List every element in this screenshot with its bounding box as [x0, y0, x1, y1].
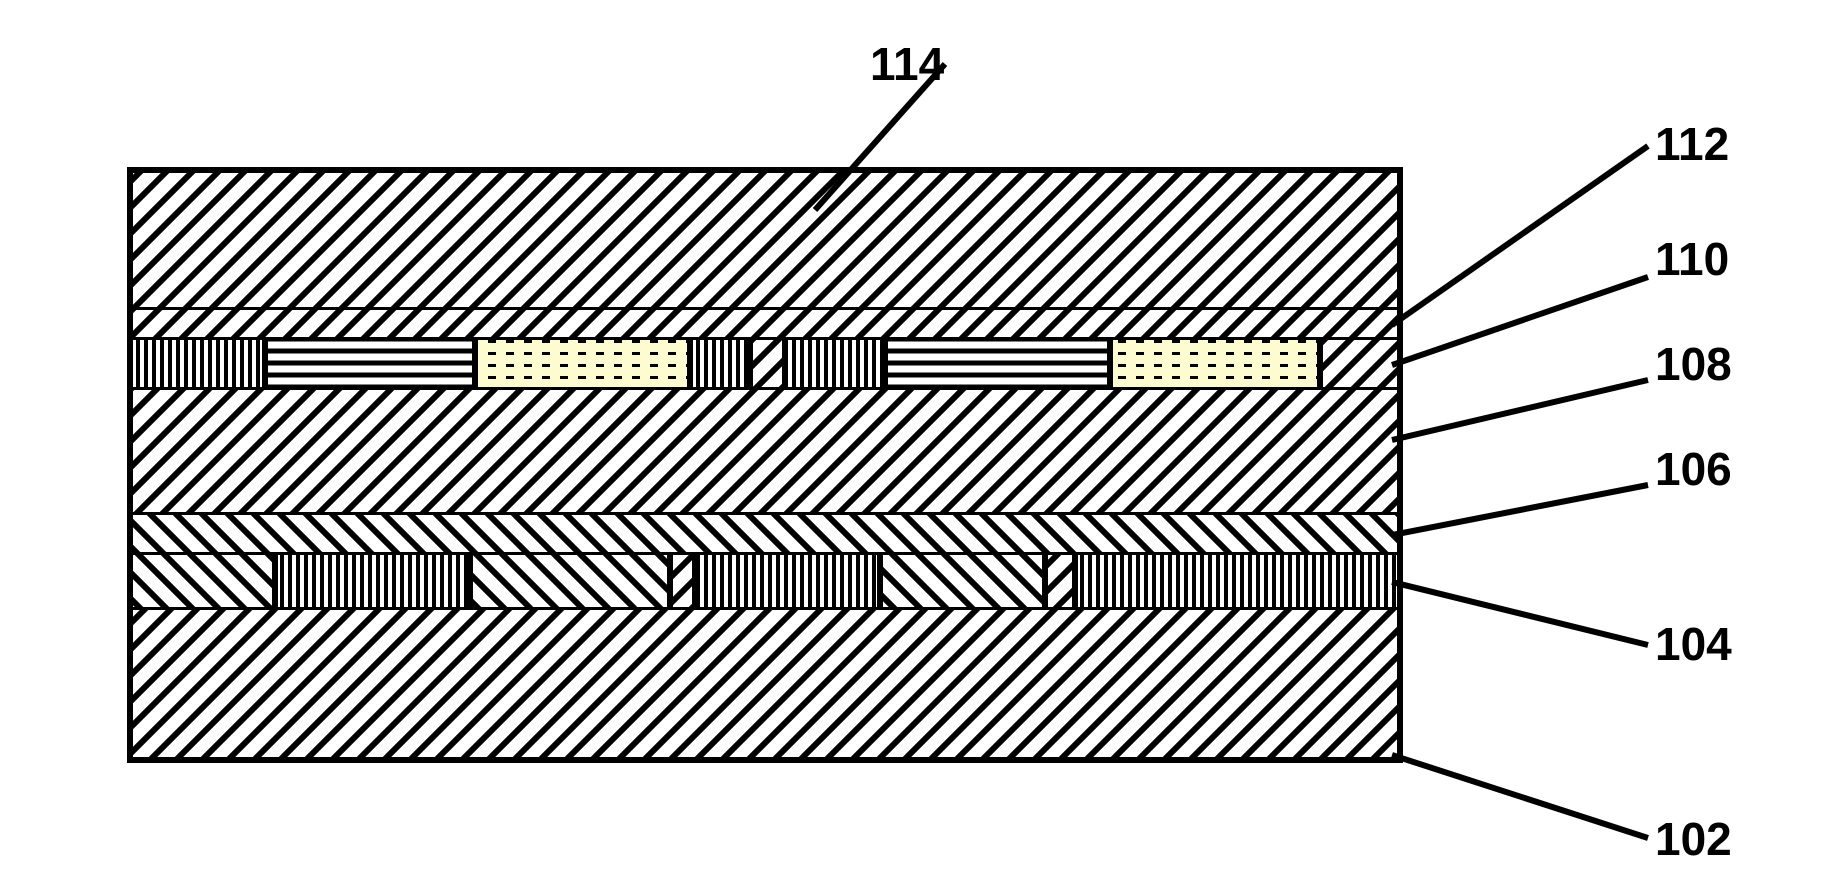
segment-104	[1045, 555, 1075, 610]
segment-104	[695, 555, 880, 610]
segment-104	[130, 555, 275, 610]
layer-106	[130, 515, 1400, 555]
lead-112	[1392, 146, 1648, 325]
segment-104	[670, 555, 695, 610]
segment-110	[1110, 340, 1320, 390]
layer-112	[130, 310, 1400, 340]
segment-104	[275, 555, 470, 610]
segment-110	[885, 340, 1110, 390]
label-108: 108	[1655, 338, 1732, 390]
segment-110	[690, 340, 750, 390]
segment-110	[130, 340, 265, 390]
label-102: 102	[1655, 813, 1732, 865]
segment-110	[265, 340, 475, 390]
segment-110	[1320, 340, 1400, 390]
label-112: 112	[1655, 118, 1729, 170]
lead-106	[1392, 485, 1648, 535]
layer-108	[130, 390, 1400, 515]
label-106: 106	[1655, 443, 1732, 495]
label-114: 114	[870, 38, 945, 90]
label-110: 110	[1655, 233, 1729, 285]
segment-104	[880, 555, 1045, 610]
layer-102	[130, 610, 1400, 760]
lead-110	[1392, 277, 1648, 365]
layer-114	[130, 170, 1400, 310]
segment-110	[475, 340, 690, 390]
segment-104	[470, 555, 670, 610]
segment-110	[785, 340, 885, 390]
segment-110	[750, 340, 785, 390]
lead-108	[1392, 380, 1648, 440]
lead-102	[1392, 755, 1648, 838]
lead-104	[1392, 582, 1648, 645]
segment-104	[1075, 555, 1400, 610]
label-104: 104	[1655, 618, 1732, 670]
diagram-layers	[130, 170, 1400, 760]
